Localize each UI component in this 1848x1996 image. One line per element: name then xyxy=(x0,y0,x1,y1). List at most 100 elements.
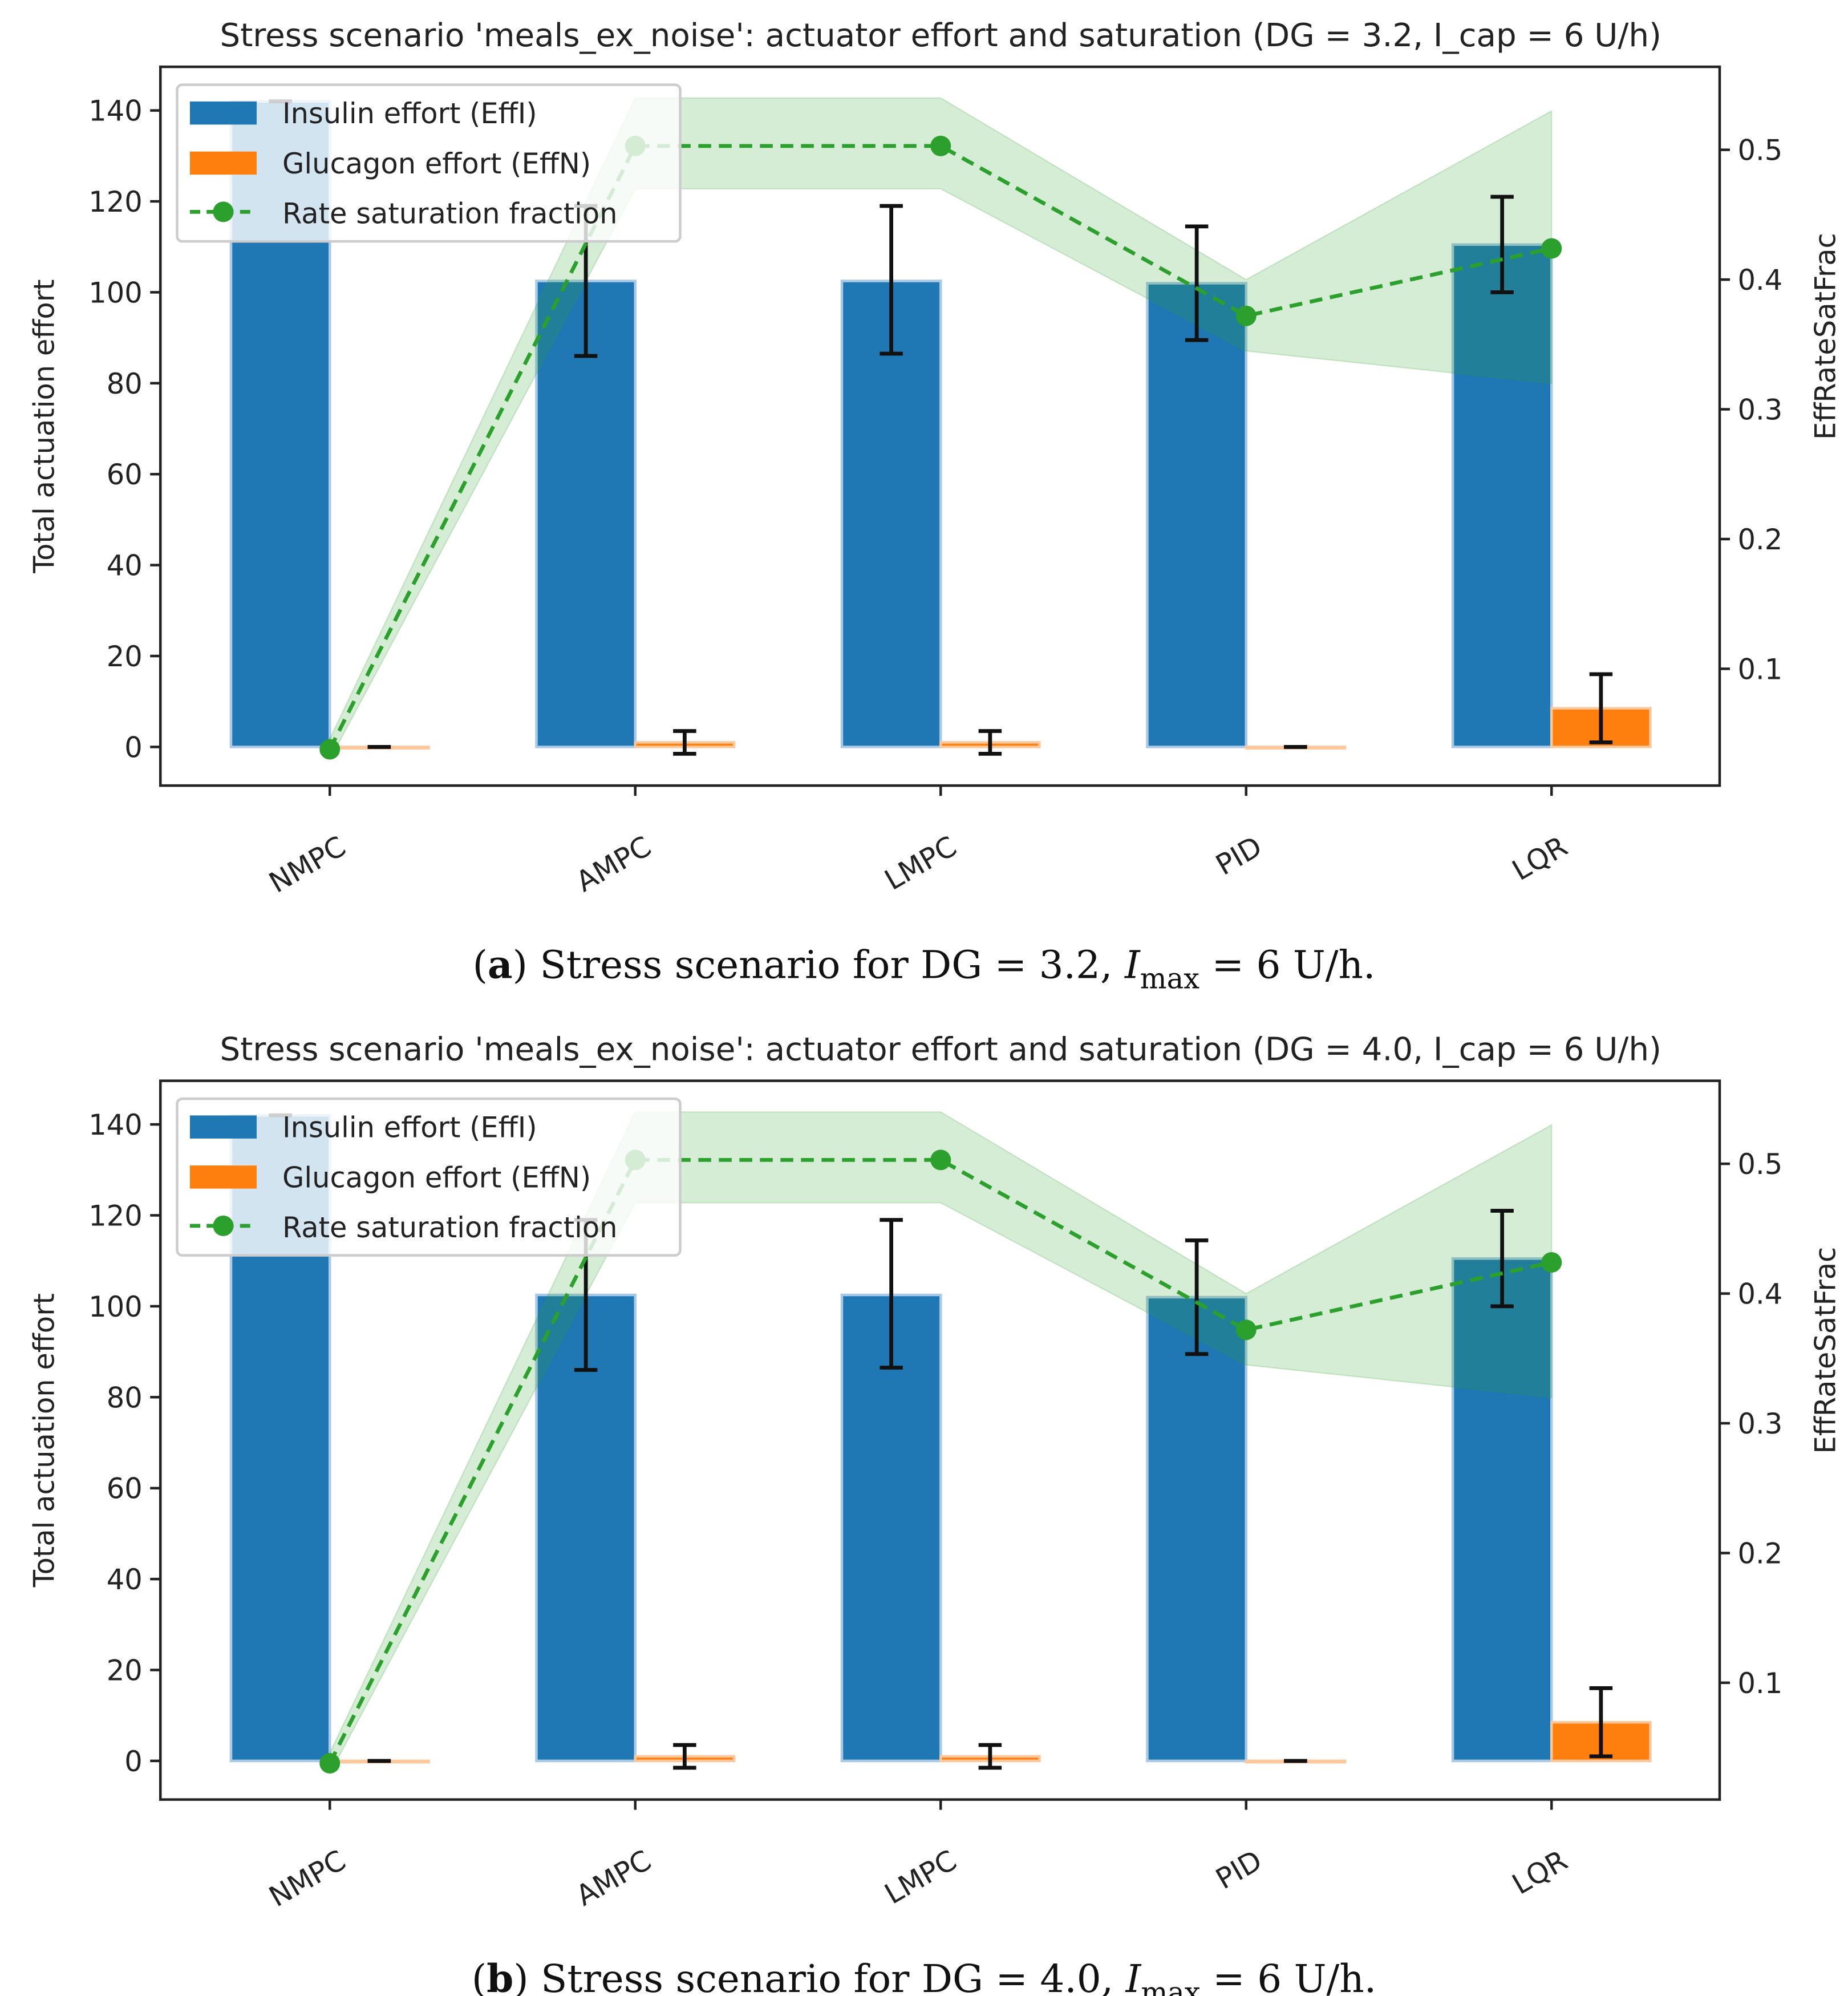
insulin-bar xyxy=(535,280,637,748)
chart-a: Stress scenario 'meals_ex_noise': actuat… xyxy=(28,17,1842,995)
y2-tick-label: 0.5 xyxy=(1738,134,1783,167)
y2-tick-label: 0.3 xyxy=(1738,1407,1783,1440)
caption-rest: = 6 U/h. xyxy=(1201,1956,1376,1996)
glucagon-error-bar xyxy=(1589,1686,1613,1759)
insulin-bar xyxy=(535,1293,637,1763)
saturation-point xyxy=(930,135,951,156)
x-tick-label: NMPC xyxy=(264,1844,351,1913)
caption-rest: = 6 U/h. xyxy=(1199,942,1375,987)
caption-paren: ) xyxy=(513,1956,528,1996)
saturation-point xyxy=(319,739,341,760)
saturation-point xyxy=(1235,305,1257,326)
glucagon-error-bar xyxy=(1589,672,1613,744)
insulin-bar xyxy=(1146,282,1247,748)
caption-paren: ) xyxy=(513,942,528,987)
caption-sub: max xyxy=(1140,962,1199,995)
saturation-point xyxy=(319,1752,341,1774)
chart-title: Stress scenario 'meals_ex_noise': actuat… xyxy=(220,1031,1661,1068)
x-tick-label: NMPC xyxy=(264,829,351,899)
y2-tick-label: 0.1 xyxy=(1738,653,1783,686)
legend-marker-saturation xyxy=(213,201,234,222)
legend-swatch-glucagon xyxy=(190,151,257,175)
chart-title: Stress scenario 'meals_ex_noise': actuat… xyxy=(220,17,1661,54)
y-tick-label: 0 xyxy=(124,1745,143,1778)
y-tick-label: 40 xyxy=(107,549,143,582)
insulin-error-bar xyxy=(1185,1238,1209,1356)
y-tick-label: 140 xyxy=(88,95,142,128)
y2-tick-label: 0.4 xyxy=(1738,1278,1783,1311)
glucagon-error-bar xyxy=(673,1743,696,1770)
insulin-error-bar xyxy=(1490,1209,1514,1309)
caption-text: Stress scenario for DG = 3.2, xyxy=(528,942,1125,987)
y-tick-label: 40 xyxy=(107,1563,143,1596)
insulin-error-bar xyxy=(880,1218,903,1370)
x-tick-label: LQR xyxy=(1506,829,1573,887)
legend: Insulin effort (EffI) Glucagon effort (Ef… xyxy=(176,83,682,243)
insulin-bar xyxy=(1146,1295,1247,1763)
chart-b: Stress scenario 'meals_ex_noise': actuat… xyxy=(28,1031,1842,1996)
insulin-error-bar xyxy=(1185,224,1209,342)
caption-sub: max xyxy=(1141,1976,1200,1996)
insulin-bar xyxy=(1451,1257,1553,1763)
x-tick-label: LQR xyxy=(1506,1844,1573,1901)
saturation-point xyxy=(1541,238,1562,259)
x-tick-label: AMPC xyxy=(570,829,656,898)
y-tick-label: 20 xyxy=(107,640,143,673)
legend-swatch-insulin xyxy=(190,1115,257,1139)
y-tick-label: 0 xyxy=(124,731,143,764)
saturation-band xyxy=(329,1111,1553,1774)
caption-label: b xyxy=(487,1956,513,1996)
y-tick-label: 80 xyxy=(107,1381,143,1414)
legend-label: Insulin effort (EffI) xyxy=(282,97,537,130)
legend-label: Glucagon effort (EffN) xyxy=(282,147,591,180)
saturation-point xyxy=(930,1149,951,1171)
y2-tick-label: 0.1 xyxy=(1738,1667,1783,1700)
y2-tick-label: 0.5 xyxy=(1738,1148,1783,1181)
glucagon-error-bar xyxy=(978,1743,1002,1770)
saturation-point xyxy=(1541,1252,1562,1273)
y-tick-label: 100 xyxy=(88,1290,142,1323)
glucagon-error-bar xyxy=(978,729,1002,756)
y2-tick-label: 0.4 xyxy=(1738,264,1783,297)
legend-label: Rate saturation fraction xyxy=(282,197,618,230)
legend-swatch-insulin xyxy=(190,101,257,125)
legend-label: Glucagon effort (EffN) xyxy=(282,1161,591,1194)
caption-label: a xyxy=(488,942,513,987)
legend-marker-saturation xyxy=(213,1215,234,1236)
y-tick-label: 60 xyxy=(107,458,143,491)
x-tick-label: LMPC xyxy=(879,1844,962,1911)
legend-label: Rate saturation fraction xyxy=(282,1211,618,1244)
legend-box xyxy=(176,1097,682,1257)
x-tick-label: AMPC xyxy=(570,1844,656,1913)
y2-tick-label: 0.2 xyxy=(1738,523,1783,556)
y-tick-label: 80 xyxy=(107,367,143,400)
glucagon-error-bar xyxy=(673,729,696,756)
legend-swatch-glucagon xyxy=(190,1165,257,1189)
insulin-error-bar xyxy=(880,204,903,356)
y-axis-label: Total actuation effort xyxy=(28,280,61,574)
y2-tick-label: 0.3 xyxy=(1738,394,1783,427)
y2-axis-label: EffRateSatFrac xyxy=(1809,1247,1842,1454)
caption-imax: I xyxy=(1124,942,1141,987)
figure-caption: (b) Stress scenario for DG = 4.0, Imax =… xyxy=(472,1956,1376,1996)
y2-tick-label: 0.2 xyxy=(1738,1537,1783,1570)
y-tick-label: 120 xyxy=(88,1200,142,1233)
legend-box xyxy=(176,83,682,243)
y-tick-label: 140 xyxy=(88,1108,142,1141)
caption-imax: I xyxy=(1125,1956,1142,1996)
y-tick-label: 60 xyxy=(107,1472,143,1505)
y-tick-label: 20 xyxy=(107,1654,143,1687)
caption-paren: ( xyxy=(473,942,488,987)
x-tick-label: LMPC xyxy=(879,829,962,897)
saturation-point xyxy=(1235,1319,1257,1341)
x-tick-label: PID xyxy=(1210,1844,1268,1896)
insulin-error-bar xyxy=(1490,195,1514,294)
y-tick-label: 100 xyxy=(88,276,142,309)
saturation-band xyxy=(329,97,1553,760)
caption-paren: ( xyxy=(472,1956,487,1996)
y-axis-label: Total actuation effort xyxy=(28,1293,61,1588)
x-tick-label: PID xyxy=(1210,829,1268,882)
caption-text: Stress scenario for DG = 4.0, xyxy=(529,1956,1126,1996)
legend-label: Insulin effort (EffI) xyxy=(282,1111,537,1144)
